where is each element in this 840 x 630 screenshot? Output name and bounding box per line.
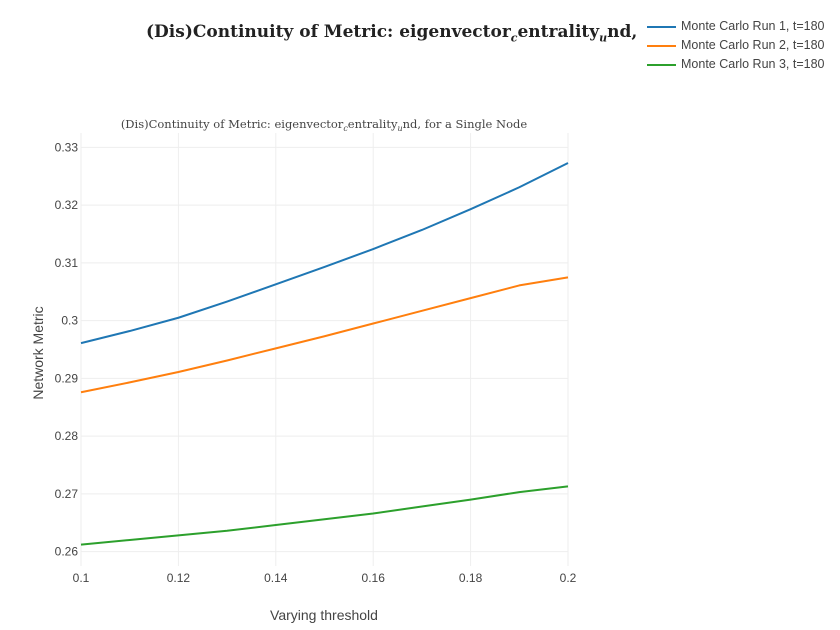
- legend-item-run-1[interactable]: Monte Carlo Run 1, t=180: [646, 17, 825, 36]
- x-tick-label: 0.2: [560, 571, 577, 585]
- legend-label-run-1: Monte Carlo Run 1, t=180: [681, 19, 825, 33]
- figure-title: (Dis)Continuity of Metric: eigenvectorce…: [146, 22, 640, 44]
- grid-layer: [80, 133, 569, 566]
- y-tick-label: 0.32: [55, 198, 79, 212]
- x-tick-label: 0.16: [362, 571, 386, 585]
- y-tick-label: 0.28: [55, 429, 79, 443]
- y-tick-label: 0.29: [55, 371, 79, 385]
- legend-swatch-run-3: [647, 64, 676, 66]
- y-tick-label: 0.31: [55, 256, 79, 270]
- y-tick-label: 0.27: [55, 487, 79, 501]
- legend-swatch-run-1: [647, 26, 676, 28]
- x-tick-label: 0.18: [459, 571, 483, 585]
- subplot-title: (Dis)Continuity of Metric: eigenvectorce…: [121, 117, 528, 133]
- legend-label-run-3: Monte Carlo Run 3, t=180: [681, 57, 825, 71]
- legend-item-run-3[interactable]: Monte Carlo Run 3, t=180: [646, 55, 825, 74]
- series-line-run-2: [80, 276, 569, 394]
- y-tick-label: 0.3: [61, 314, 78, 328]
- figure-title-part-a: (Dis)Continuity of Metric: eigenvector: [146, 22, 511, 42]
- x-tick-label: 0.14: [264, 571, 288, 585]
- series-line-run-1: [80, 162, 569, 345]
- y-axis-title: Network Metric: [30, 306, 46, 399]
- figure-title-sub-2: u: [599, 31, 608, 45]
- y-tick-label: 0.33: [55, 140, 79, 154]
- figure-title-part-b: entrality: [517, 22, 600, 42]
- legend-label-run-2: Monte Carlo Run 2, t=180: [681, 38, 825, 52]
- series-line-run-3: [80, 485, 569, 546]
- x-axis-title: Varying threshold: [270, 607, 378, 623]
- legend[interactable]: Monte Carlo Run 1, t=180 Monte Carlo Run…: [646, 17, 825, 74]
- x-tick-label: 0.12: [167, 571, 191, 585]
- tick-layer: 0.1 0.12 0.14 0.16 0.18 0.2 0.26 0.27 0.28 0.29 0.…: [55, 140, 577, 585]
- legend-item-run-2[interactable]: Monte Carlo Run 2, t=180: [646, 36, 825, 55]
- series-layer: [80, 162, 569, 546]
- legend-swatch-run-2: [647, 45, 676, 47]
- figure-title-part-c: nd, for a Single Node: [607, 22, 640, 42]
- figure-title-sub-1: c: [510, 31, 518, 45]
- x-tick-label: 0.1: [73, 571, 90, 585]
- y-tick-label: 0.26: [55, 545, 79, 559]
